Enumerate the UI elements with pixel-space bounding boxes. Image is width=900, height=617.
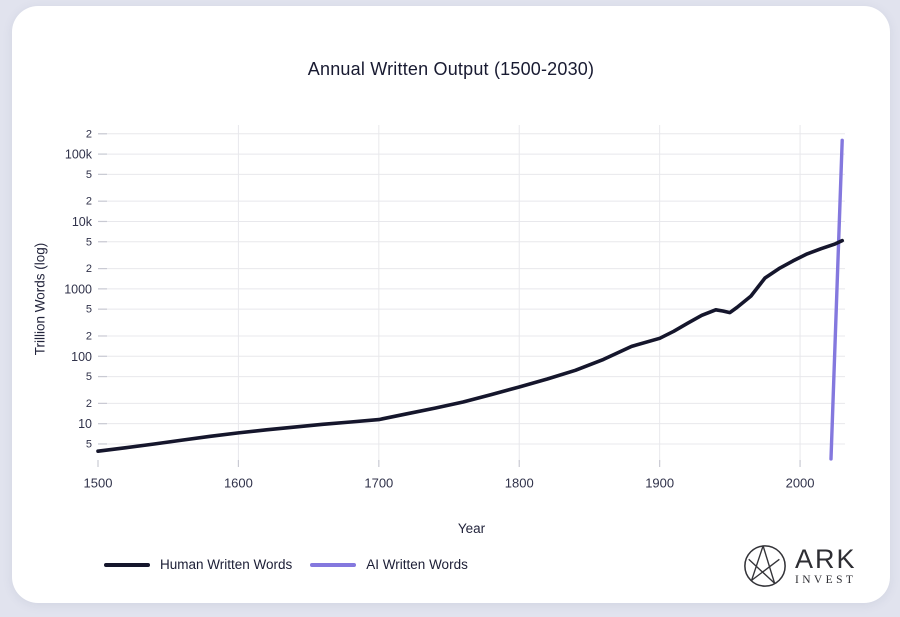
legend-label-ai: AI Written Words <box>366 557 468 572</box>
y-tick-label: 2 <box>86 128 92 140</box>
x-tick-label: 1600 <box>224 476 253 491</box>
brand-name: ARK <box>795 543 857 574</box>
x-axis-title: Year <box>457 521 486 536</box>
y-tick-label: 2 <box>86 263 92 275</box>
y-tick-label: 5 <box>86 371 92 383</box>
x-tick-label: 1500 <box>84 476 113 491</box>
legend-swatch-human-line <box>104 562 150 567</box>
ark-logo-text: ARK INVEST <box>795 543 857 587</box>
chart-plot-area: 5 10 2 5 100 2 5 1000 2 5 10k 2 5 100k 2 1500 1600 1700 18… <box>64 125 845 491</box>
x-tick-label: 2000 <box>786 476 815 491</box>
y-tick-label: 2 <box>86 398 92 410</box>
chart-card: Annual Written Output (1500-2030) 5 10 2 5 1… <box>12 6 890 603</box>
y-tick-label: 5 <box>86 169 92 181</box>
legend-swatch-ai-line <box>310 562 357 567</box>
legend-item-human: Human Written Words <box>104 557 292 572</box>
y-tick-label: 10k <box>72 215 93 229</box>
x-tick-label: 1900 <box>645 476 674 491</box>
legend-item-ai: AI Written Words <box>310 557 468 572</box>
y-tick-label: 2 <box>86 196 92 208</box>
x-tick-label: 1800 <box>505 476 534 491</box>
ark-logo-icon <box>744 545 786 587</box>
brand-subtitle: INVEST <box>795 573 857 586</box>
x-tick-label: 1700 <box>364 476 393 491</box>
y-tick-label: 10 <box>78 417 92 431</box>
y-tick-label: 100 <box>71 350 92 364</box>
series-line-human-written-words <box>96 238 845 454</box>
legend: Human Written Words AI Written Words <box>104 557 468 572</box>
y-tick-label: 5 <box>86 438 92 450</box>
y-tick-label: 5 <box>86 304 92 316</box>
y-tick-label: 2 <box>86 330 92 342</box>
chart-title: Annual Written Output (1500-2030) <box>307 59 595 79</box>
y-tick-label: 1000 <box>64 282 92 296</box>
y-axis-title: Trillion Words (log) <box>32 242 48 356</box>
ark-invest-logo: ARK INVEST <box>742 543 857 589</box>
series-line-ai-written-words <box>829 138 844 461</box>
legend-label-human: Human Written Words <box>160 557 293 572</box>
y-tick-label: 5 <box>86 236 92 248</box>
y-tick-label: 100k <box>65 148 93 162</box>
